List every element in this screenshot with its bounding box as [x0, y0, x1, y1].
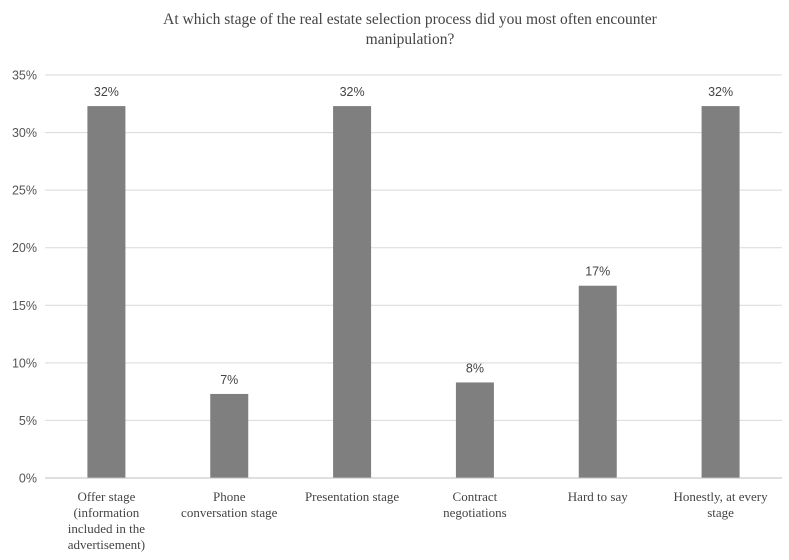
x-tick-label: negotiations [443, 505, 507, 520]
chart-title-line: manipulation? [366, 31, 455, 48]
bar [333, 106, 372, 479]
y-tick-label: 35% [12, 69, 37, 83]
chart-title-line: At which stage of the real estate select… [163, 11, 658, 28]
bar [87, 106, 126, 479]
x-tick-label: conversation stage [181, 505, 278, 520]
bar [578, 285, 617, 478]
x-tick-label: stage [707, 505, 734, 520]
data-label: 7% [220, 373, 238, 387]
x-tick-label: included in the [68, 521, 145, 536]
y-tick-label: 20% [12, 241, 37, 255]
bar [210, 393, 249, 478]
bars [87, 106, 740, 479]
y-axis-tick-labels: 0% 5% 10% 15% 20% 25% 30% 35% [12, 69, 37, 486]
data-label: 32% [94, 85, 119, 99]
data-label: 32% [708, 85, 733, 99]
data-label: 32% [340, 85, 365, 99]
x-tick-label: Presentation stage [305, 489, 399, 504]
x-tick-label: (information [74, 505, 140, 520]
x-tick-label: advertisement) [68, 537, 145, 552]
x-tick-label: Contract [453, 489, 498, 504]
y-tick-label: 30% [12, 126, 37, 140]
gridlines [45, 74, 782, 421]
y-tick-label: 5% [19, 414, 37, 428]
y-tick-label: 15% [12, 299, 37, 313]
x-tick-label: Honestly, at every [674, 489, 769, 504]
data-label: 8% [466, 361, 484, 375]
x-tick-label: Hard to say [568, 489, 628, 504]
chart-title: At which stage of the real estate select… [163, 11, 658, 48]
data-label: 17% [585, 265, 610, 279]
y-tick-label: 10% [12, 356, 37, 370]
data-labels: 32% 7% 32% 8% 17% 32% [94, 85, 733, 387]
x-tick-label: Offer stage [77, 489, 135, 504]
bar [701, 106, 740, 479]
x-tick-label: Phone [213, 489, 246, 504]
y-tick-label: 0% [19, 472, 37, 486]
bar [455, 382, 494, 478]
y-tick-label: 25% [12, 184, 37, 198]
